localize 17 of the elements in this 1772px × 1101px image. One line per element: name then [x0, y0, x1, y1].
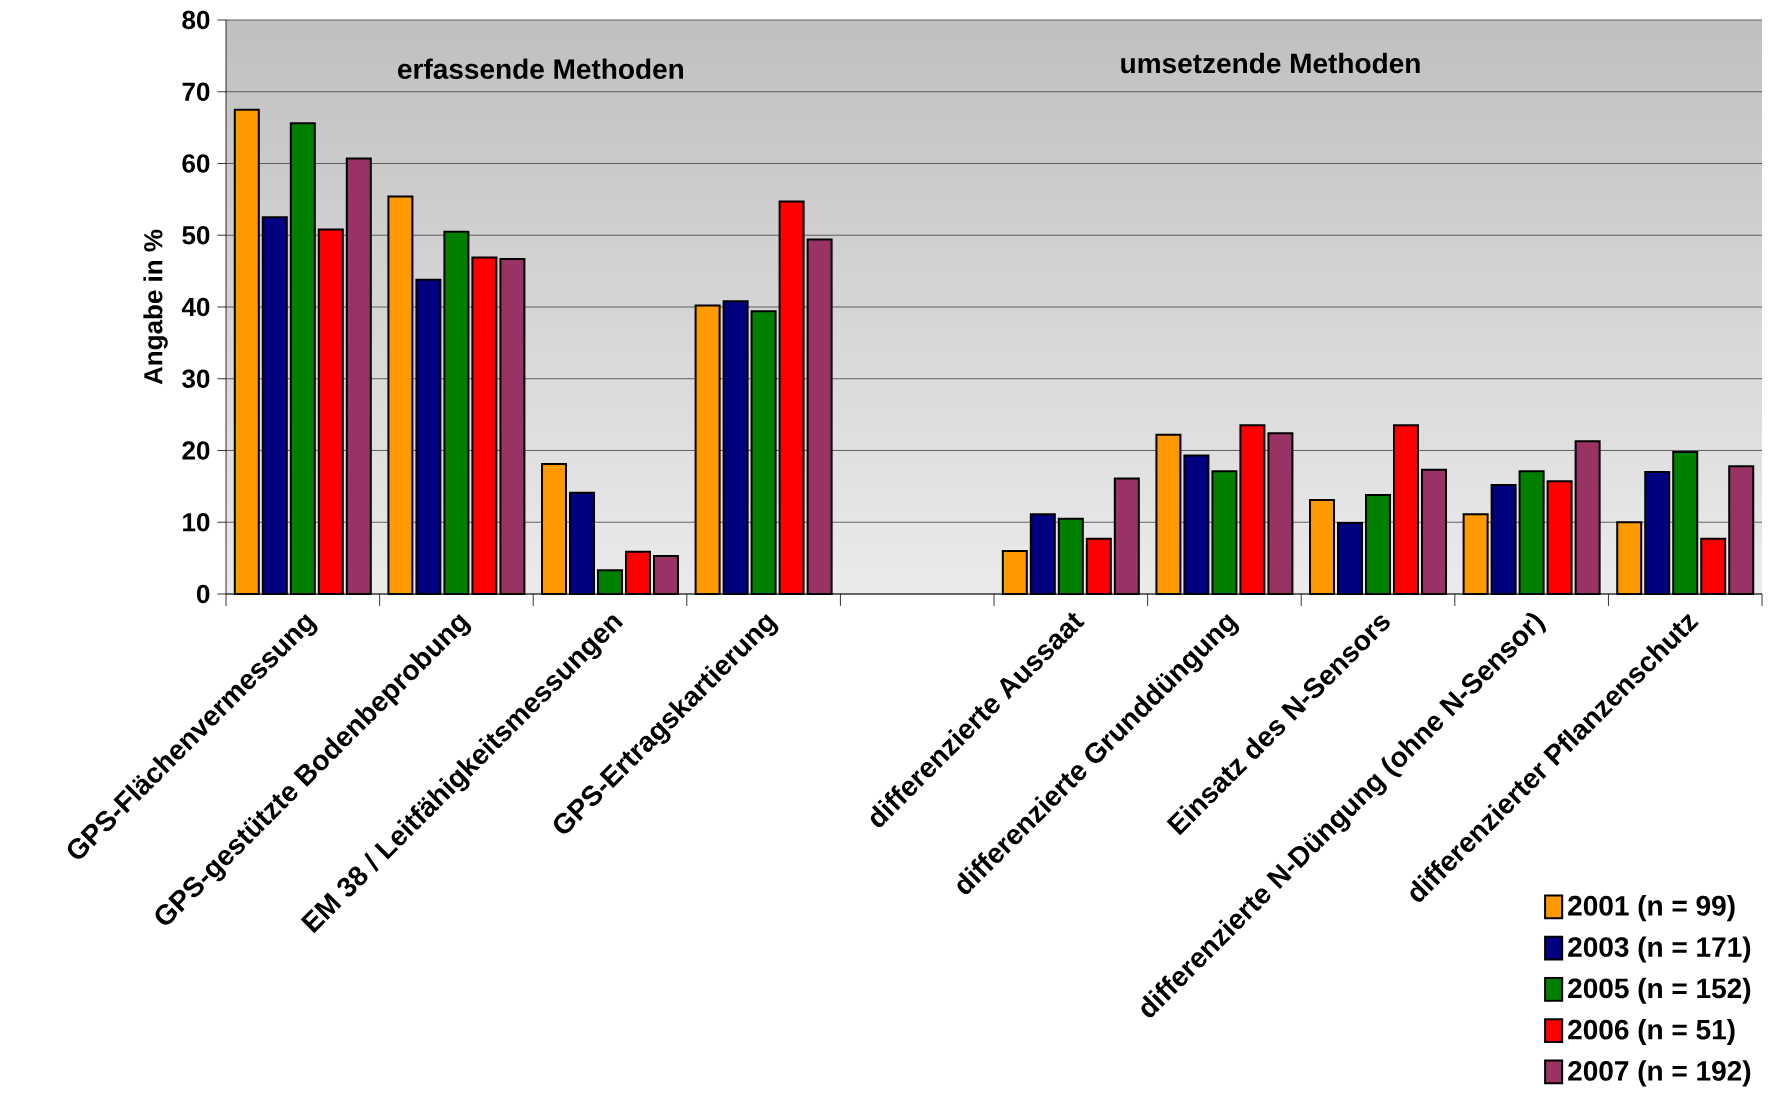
legend-label: 2001 (n = 99) [1568, 895, 1735, 922]
annotation: umsetzende Methoden [1121, 52, 1420, 74]
y-tick-label: 20 [182, 441, 210, 460]
y-tick-label: 50 [182, 226, 210, 245]
y-tick-label: 10 [183, 513, 210, 532]
legend-label: 2005 (n = 152) [1568, 977, 1751, 1004]
y-tick-label: 40 [181, 297, 210, 317]
legend-label: 2006 (n = 51) [1568, 1018, 1735, 1046]
annotation: erfassende Methoden [398, 58, 684, 80]
y-tick-label: 60 [182, 154, 210, 173]
y-axis-title: Angabe in % [143, 229, 168, 385]
y-tick-label: 80 [182, 10, 210, 30]
legend-label: 2003 (n = 171) [1568, 936, 1751, 963]
legend-label: 2007 (n = 192) [1568, 1060, 1751, 1087]
y-tick-label: 30 [182, 369, 210, 388]
y-tick-label: 70 [182, 82, 210, 101]
y-tick-label: 0 [196, 584, 210, 604]
